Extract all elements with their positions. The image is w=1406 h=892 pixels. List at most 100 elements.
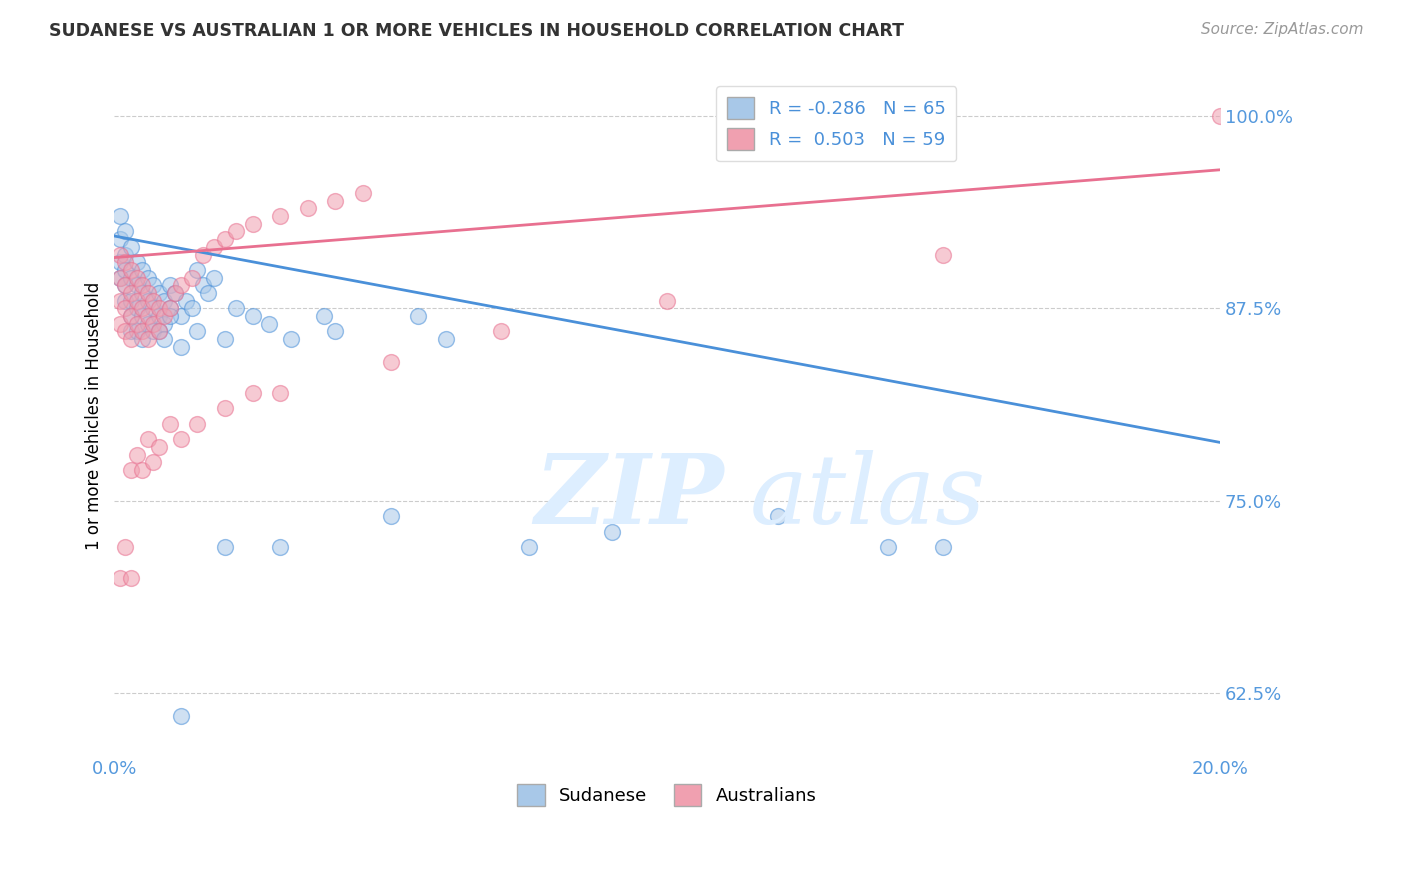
Point bbox=[125, 325, 148, 339]
Point bbox=[131, 332, 153, 346]
Point bbox=[380, 509, 402, 524]
Point bbox=[136, 332, 159, 346]
Point bbox=[352, 186, 374, 200]
Point bbox=[186, 325, 208, 339]
Point bbox=[932, 247, 955, 261]
Point bbox=[108, 293, 131, 308]
Point bbox=[159, 417, 181, 431]
Point bbox=[186, 417, 208, 431]
Point bbox=[136, 317, 159, 331]
Point bbox=[159, 309, 181, 323]
Point bbox=[191, 278, 214, 293]
Point bbox=[214, 540, 236, 554]
Point bbox=[170, 278, 193, 293]
Point bbox=[408, 309, 430, 323]
Point bbox=[114, 255, 136, 269]
Point bbox=[297, 202, 319, 216]
Point bbox=[120, 571, 142, 585]
Point bbox=[165, 285, 187, 300]
Point bbox=[125, 255, 148, 269]
Point bbox=[191, 247, 214, 261]
Point bbox=[766, 509, 789, 524]
Point bbox=[148, 325, 170, 339]
Point bbox=[125, 270, 148, 285]
Point bbox=[120, 263, 142, 277]
Point bbox=[225, 301, 247, 316]
Point bbox=[269, 540, 291, 554]
Point bbox=[202, 270, 225, 285]
Point bbox=[136, 309, 159, 323]
Point bbox=[517, 540, 540, 554]
Point bbox=[257, 317, 280, 331]
Point bbox=[120, 293, 142, 308]
Point bbox=[142, 278, 165, 293]
Point bbox=[131, 309, 153, 323]
Point bbox=[655, 293, 678, 308]
Point bbox=[114, 278, 136, 293]
Point bbox=[170, 709, 193, 723]
Point bbox=[170, 432, 193, 446]
Point bbox=[142, 301, 165, 316]
Point bbox=[214, 401, 236, 416]
Point bbox=[108, 270, 131, 285]
Point bbox=[108, 270, 131, 285]
Point bbox=[214, 232, 236, 246]
Point bbox=[380, 355, 402, 369]
Point bbox=[114, 540, 136, 554]
Point bbox=[186, 263, 208, 277]
Point bbox=[877, 540, 900, 554]
Point bbox=[131, 285, 153, 300]
Point bbox=[108, 571, 131, 585]
Point bbox=[159, 301, 181, 316]
Point bbox=[120, 309, 142, 323]
Point bbox=[148, 301, 170, 316]
Point bbox=[131, 278, 153, 293]
Point bbox=[114, 247, 136, 261]
Point bbox=[325, 194, 347, 208]
Point bbox=[197, 285, 219, 300]
Y-axis label: 1 or more Vehicles in Household: 1 or more Vehicles in Household bbox=[86, 282, 103, 550]
Point bbox=[114, 224, 136, 238]
Point bbox=[136, 432, 159, 446]
Point bbox=[125, 278, 148, 293]
Point bbox=[114, 278, 136, 293]
Point bbox=[108, 232, 131, 246]
Point bbox=[932, 540, 955, 554]
Point bbox=[125, 448, 148, 462]
Point bbox=[136, 285, 159, 300]
Point bbox=[108, 317, 131, 331]
Point bbox=[131, 325, 153, 339]
Point bbox=[180, 301, 202, 316]
Point bbox=[148, 440, 170, 454]
Point bbox=[225, 224, 247, 238]
Point bbox=[153, 332, 176, 346]
Point bbox=[142, 455, 165, 469]
Point bbox=[120, 285, 142, 300]
Point bbox=[170, 309, 193, 323]
Point bbox=[269, 209, 291, 223]
Point bbox=[491, 325, 513, 339]
Point bbox=[120, 325, 142, 339]
Point bbox=[148, 325, 170, 339]
Text: atlas: atlas bbox=[749, 450, 986, 544]
Point bbox=[242, 386, 264, 401]
Point bbox=[114, 325, 136, 339]
Point bbox=[114, 301, 136, 316]
Point bbox=[131, 463, 153, 477]
Point bbox=[120, 332, 142, 346]
Point bbox=[148, 309, 170, 323]
Point bbox=[120, 309, 142, 323]
Point bbox=[242, 217, 264, 231]
Point bbox=[142, 293, 165, 308]
Point bbox=[136, 293, 159, 308]
Point bbox=[202, 240, 225, 254]
Point bbox=[108, 255, 131, 269]
Point bbox=[125, 317, 148, 331]
Point bbox=[142, 325, 165, 339]
Point bbox=[214, 332, 236, 346]
Point bbox=[153, 293, 176, 308]
Point bbox=[131, 263, 153, 277]
Point bbox=[114, 263, 136, 277]
Point bbox=[131, 301, 153, 316]
Point bbox=[108, 209, 131, 223]
